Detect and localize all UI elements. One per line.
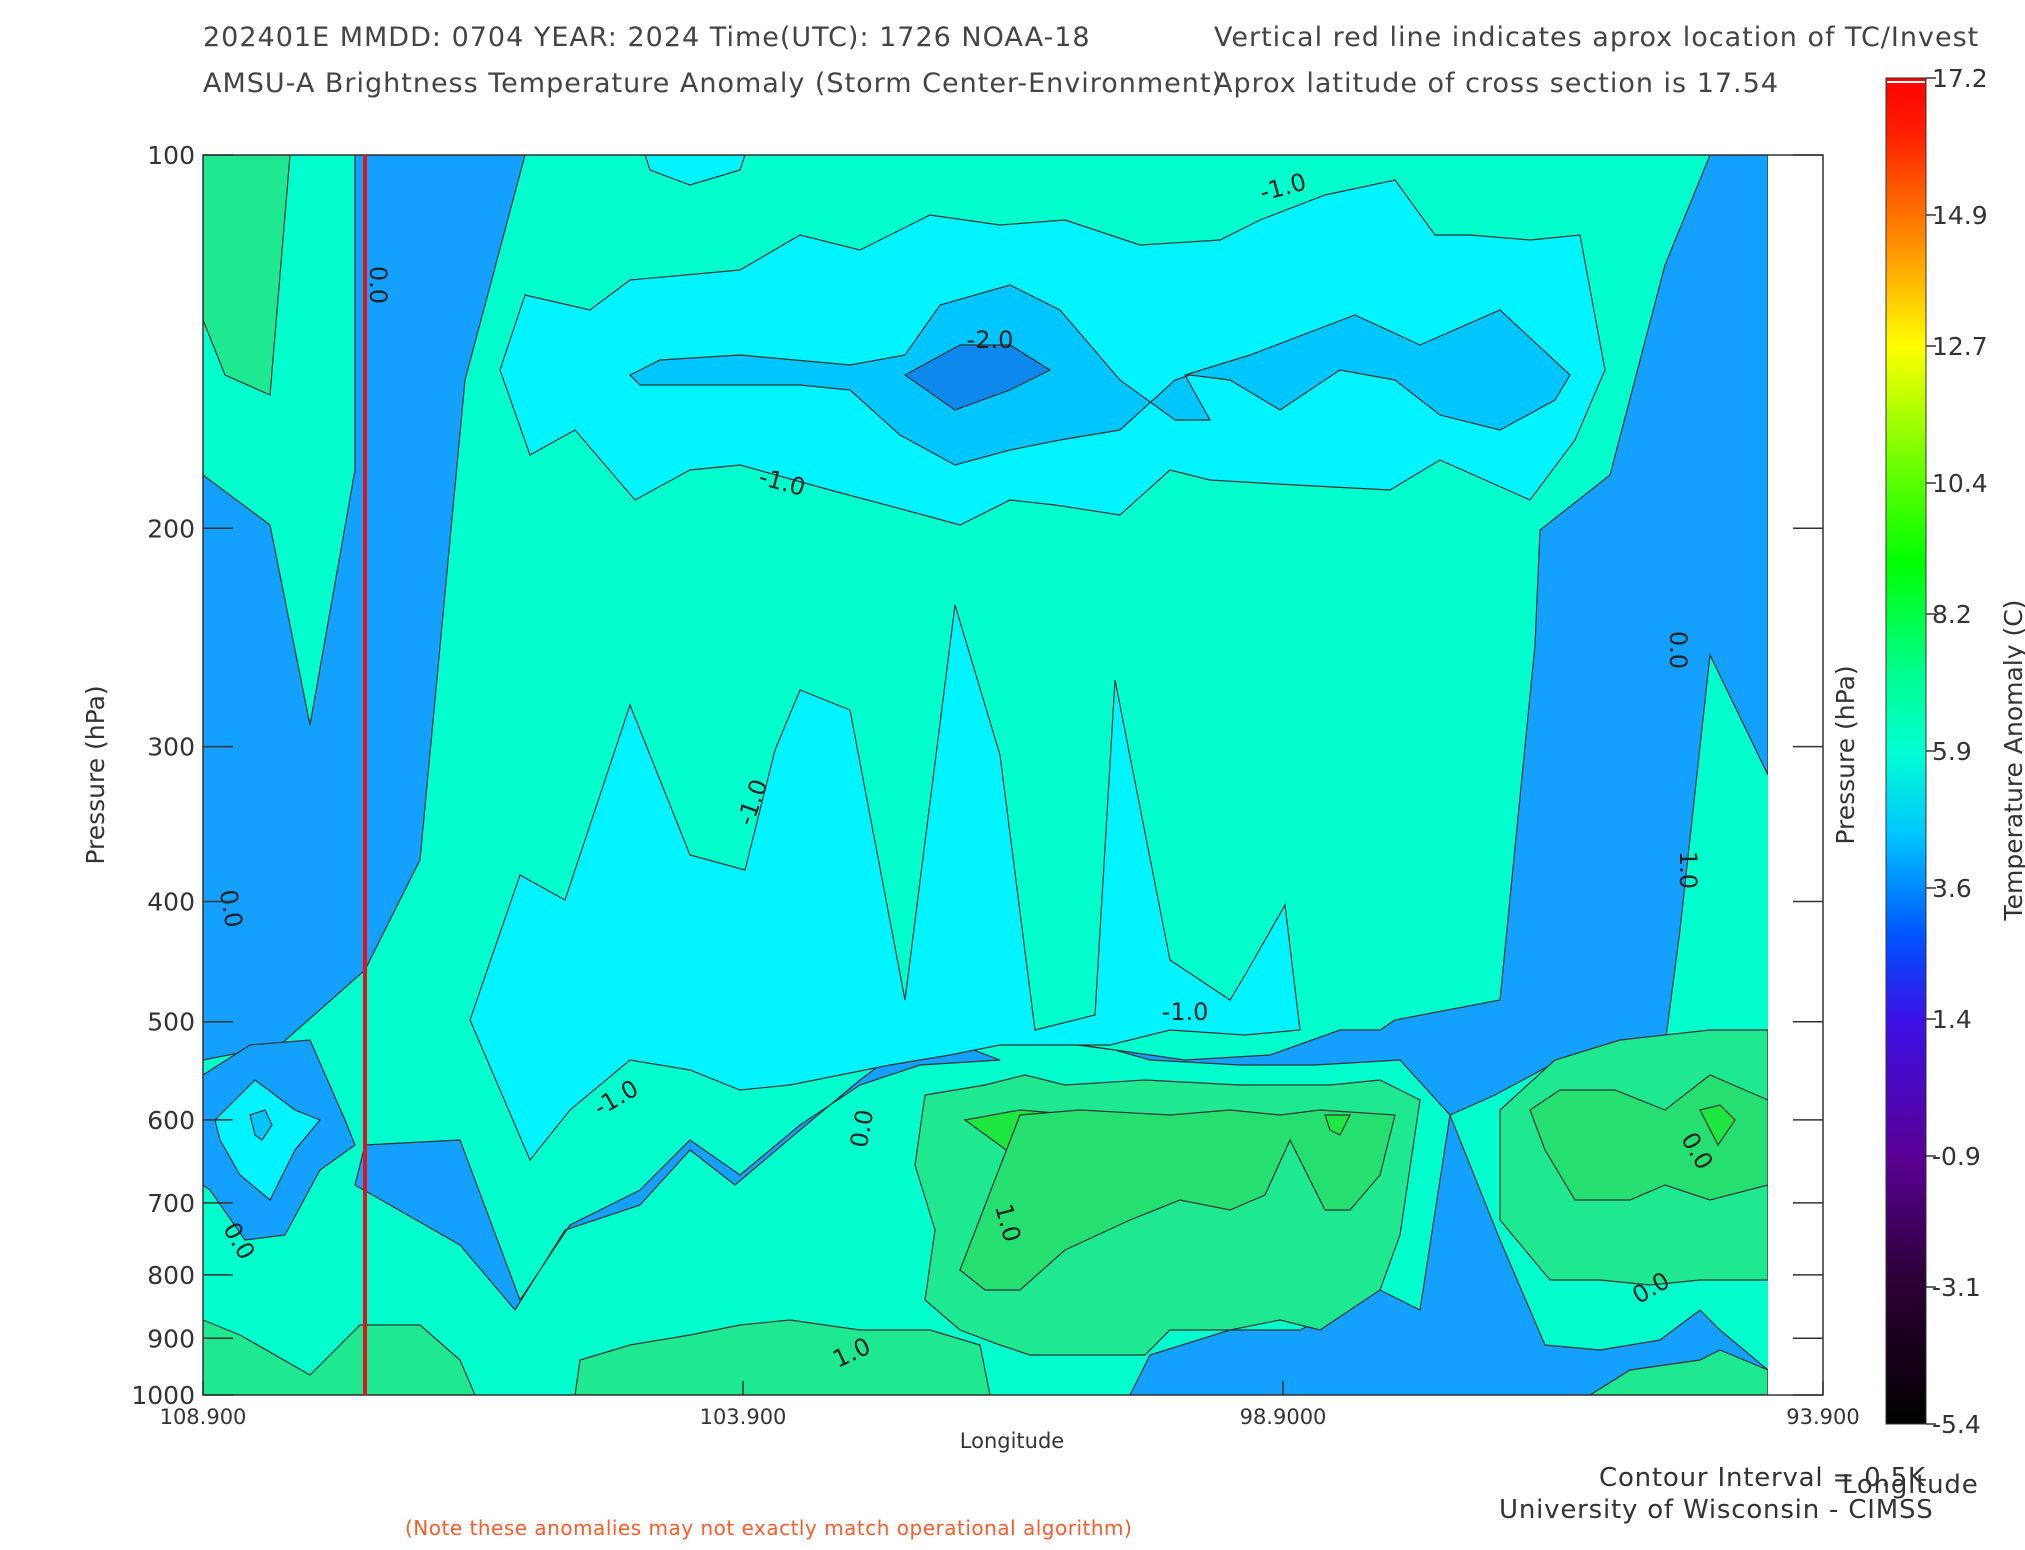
colorbar-tick-label: 3.6 (1932, 874, 1972, 903)
contour-region-left-blob (214, 1079, 321, 1201)
y-tick-label: 600 (147, 1106, 195, 1135)
y-axis-label: Pressure (hPa) (81, 685, 110, 864)
colorbar-tick-label: 12.7 (1932, 332, 1988, 361)
contour-region-left-blob-core (249, 1109, 273, 1141)
colorbar-tick-label: -3.1 (1932, 1273, 1981, 1302)
x-tick-label: 108.900 (160, 1405, 247, 1429)
colorbar-tick-label: 8.2 (1932, 600, 1972, 629)
blank-strip (1768, 155, 1822, 1395)
y-tick-label: 400 (147, 888, 195, 917)
colorbar-tick-label: 10.4 (1932, 469, 1988, 498)
contour-region-bottom-left-green (203, 1319, 476, 1395)
header-line1-left: 202401E MMDD: 0704 YEAR: 2024 Time(UTC):… (203, 22, 1091, 53)
y-tick-label: 300 (147, 733, 195, 762)
disclaimer-note: (Note these anomalies may not exactly ma… (405, 1516, 1133, 1540)
contour-region-mid-cyan (469, 604, 1301, 1162)
header-line2-left: AMSU-A Brightness Temperature Anomaly (S… (203, 68, 1224, 99)
contour-region-top-core (903, 344, 1052, 411)
x-axis-label: Longitude (960, 1429, 1064, 1453)
colorbar-label: Temperature Anomaly (C) (1999, 600, 2025, 922)
contour-region-bottom-mid-green (574, 1319, 991, 1395)
header-line1-right: Vertical red line indicates aprox locati… (1214, 22, 1980, 53)
y-tick-label: 900 (147, 1324, 195, 1353)
right-y-axis-label: Pressure (hPa) (1831, 665, 1860, 844)
contour-region-right-spot (1699, 1104, 1736, 1147)
contour-fill-layer (203, 155, 1822, 1395)
contour-label: 0.0 (1664, 631, 1692, 669)
colorbar-tick-label: -5.4 (1932, 1410, 1981, 1439)
colorbar-tick-label: 17.2 (1932, 64, 1988, 93)
contour-region-top-inner (628, 284, 1571, 466)
contour-label: 0.0 (364, 266, 392, 304)
contour-region-right-inner (1529, 1074, 1768, 1201)
colorbar-tick-label: -0.9 (1932, 1142, 1981, 1171)
y-tick-label: 1000 (131, 1381, 195, 1410)
contour-region-lower-spot (1324, 1114, 1351, 1136)
x-tick-label: 93.900 (1786, 1405, 1859, 1429)
colorbar-tick-label: 5.9 (1932, 737, 1972, 766)
colorbar-tick-label: 14.9 (1932, 201, 1988, 230)
contour-label: -2.0 (967, 326, 1014, 354)
credit-line: University of Wisconsin - CIMSS (1499, 1495, 1934, 1525)
contour-label: 0.0 (845, 1107, 879, 1149)
x-tick-label: 98.9000 (1240, 1405, 1327, 1429)
contour-region-bottom-right (1129, 1112, 1768, 1395)
contour-interval: Contour Interval = 0.5K (1599, 1463, 1926, 1493)
colorbar-tick-label: 1.4 (1932, 1005, 1972, 1034)
x-tick-label: 103.900 (700, 1405, 787, 1429)
y-tick-label: 700 (147, 1189, 195, 1218)
plot-frame (202, 154, 1824, 1396)
y-tick-label: 500 (147, 1008, 195, 1037)
right-axis-longitude-label: Longitude (1842, 1470, 1979, 1500)
contour-region-bottom-right-green (1588, 1349, 1768, 1395)
contour-label: 0.0 (214, 887, 248, 929)
colorbar-ticks: 17.2 14.9 12.7 10.4 8.2 5.9 3.6 1.4 -0.9 -3.1 -5.4 (1887, 64, 1988, 1439)
contour-label: 1.0 (1674, 851, 1702, 889)
contour-region-left-top (203, 155, 291, 396)
contour-region-lower-inner (959, 1109, 1396, 1291)
y-tick-label: 200 (147, 514, 195, 543)
colorbar (1885, 77, 1927, 1425)
y-tick-label: 800 (147, 1261, 195, 1290)
contour-region-top-cyan-cap (644, 155, 746, 186)
contour-label: -1.0 (1162, 998, 1209, 1026)
header-line2-right: Aprox latitude of cross section is 17.54 (1214, 68, 1779, 99)
y-tick-label: 100 (147, 141, 195, 170)
